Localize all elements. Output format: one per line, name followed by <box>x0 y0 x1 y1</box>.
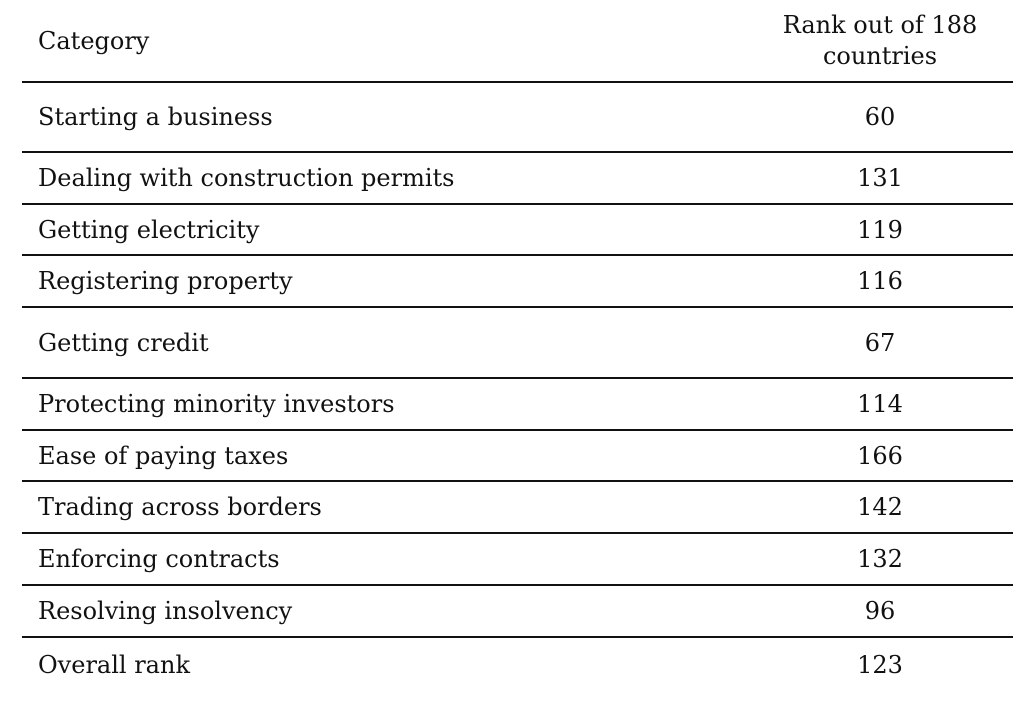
table-row: Enforcing contracts 132 <box>22 534 1013 586</box>
table-row: Starting a business 60 <box>22 83 1013 153</box>
row-rank: 142 <box>857 493 903 521</box>
header-rank: Rank out of 188 countries <box>762 10 998 72</box>
header-rank-line2: countries <box>822 41 938 70</box>
row-category: Dealing with construction permits <box>38 164 455 192</box>
table-row: Registering property 116 <box>22 256 1013 308</box>
row-rank: 119 <box>857 215 903 244</box>
row-category: Enforcing contracts <box>38 545 280 573</box>
table-row: Getting electricity 119 <box>22 205 1013 256</box>
row-rank: 166 <box>857 441 903 470</box>
row-category: Resolving insolvency <box>38 597 293 625</box>
row-rank: 132 <box>857 545 903 573</box>
table-header-row: Category Rank out of 188 countries <box>22 0 1013 83</box>
table-row: Resolving insolvency 96 <box>22 586 1013 638</box>
row-category: Getting credit <box>38 328 209 357</box>
header-category: Category <box>38 26 150 55</box>
row-rank: 123 <box>857 651 903 679</box>
row-category: Getting electricity <box>38 215 260 244</box>
row-category: Overall rank <box>38 651 190 679</box>
row-rank: 96 <box>864 597 896 625</box>
row-category: Starting a business <box>38 103 273 131</box>
row-rank: 116 <box>857 267 903 295</box>
table-row: Overall rank 123 <box>22 638 1013 692</box>
table-row: Dealing with construction permits 131 <box>22 153 1013 205</box>
row-rank: 67 <box>864 328 896 357</box>
row-rank: 60 <box>864 103 896 131</box>
rankings-table: Category Rank out of 188 countries Start… <box>22 0 1013 692</box>
row-category: Registering property <box>38 267 293 295</box>
table-row: Ease of paying taxes 166 <box>22 431 1013 482</box>
row-category: Trading across borders <box>38 493 322 521</box>
row-category: Protecting minority investors <box>38 390 395 418</box>
row-rank: 114 <box>857 390 903 418</box>
table-row: Protecting minority investors 114 <box>22 379 1013 431</box>
row-rank: 131 <box>857 164 903 192</box>
table-row: Getting credit 67 <box>22 308 1013 379</box>
table-row: Trading across borders 142 <box>22 482 1013 534</box>
row-category: Ease of paying taxes <box>38 441 289 470</box>
header-rank-line1: Rank out of 188 <box>782 10 978 39</box>
